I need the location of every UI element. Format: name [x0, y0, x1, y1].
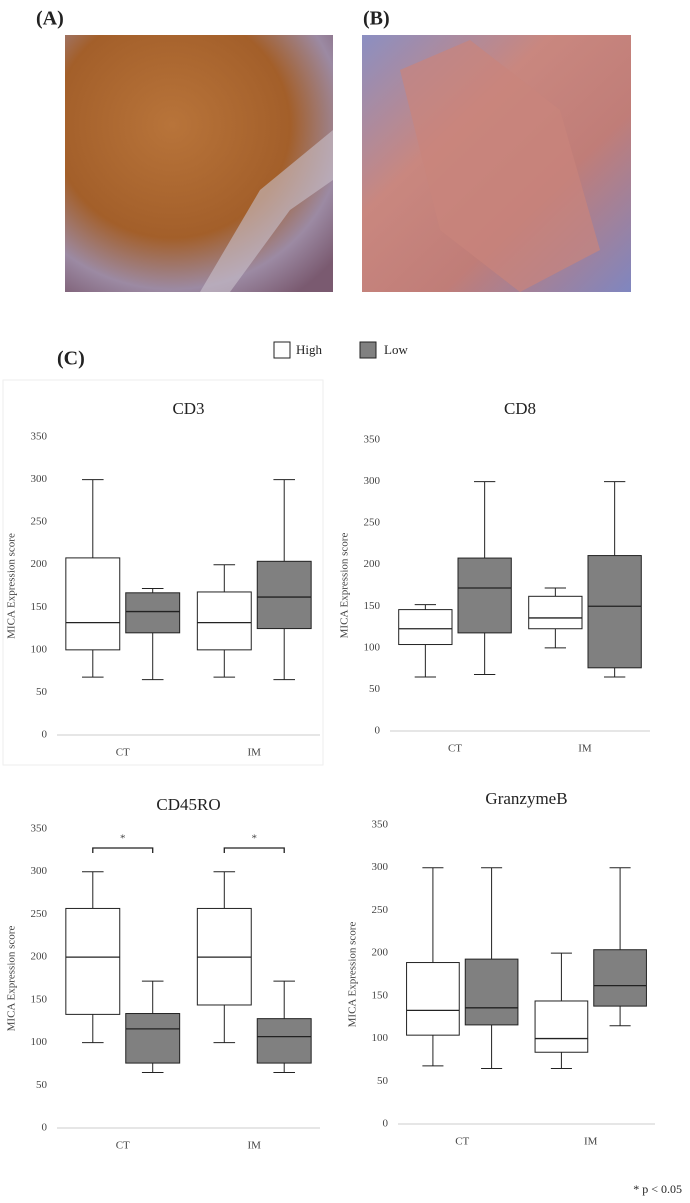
x-tick-label: CT [116, 747, 130, 759]
x-tick-label: CT [116, 1140, 130, 1152]
y-tick-label: 200 [31, 558, 48, 570]
y-axis-label: MICA Expression score [6, 926, 18, 1032]
y-tick-label: 350 [31, 431, 48, 443]
y-tick-label: 300 [364, 475, 381, 487]
y-tick-label: 50 [377, 1075, 389, 1087]
y-tick-label: 150 [31, 601, 48, 613]
y-tick-label: 100 [31, 1036, 48, 1048]
x-tick-label: IM [578, 743, 592, 755]
y-tick-label: 50 [36, 686, 48, 698]
box [398, 609, 453, 646]
y-tick-label: 0 [42, 1122, 48, 1134]
y-tick-label: 0 [42, 729, 48, 741]
y-tick-label: 200 [364, 558, 381, 570]
y-tick-label: 150 [364, 600, 381, 612]
legend-label: High [296, 342, 323, 357]
y-tick-label: 250 [372, 904, 389, 916]
chart-title: CD45RO [156, 795, 220, 814]
y-tick-label: 350 [31, 823, 48, 835]
x-tick-label: CT [455, 1136, 469, 1148]
x-tick-label: CT [448, 743, 462, 755]
box [65, 557, 121, 651]
chart-title: GranzymeB [485, 789, 567, 808]
significance-label: * [252, 833, 258, 845]
significance-bracket [223, 847, 285, 853]
footnote: * p < 0.05 [633, 1182, 682, 1196]
y-tick-label: 300 [31, 865, 48, 877]
box [196, 591, 252, 651]
y-tick-label: 250 [31, 516, 48, 528]
y-tick-label: 100 [364, 641, 381, 653]
y-tick-label: 100 [31, 643, 48, 655]
legend-label: Low [384, 342, 408, 357]
y-tick-label: 300 [31, 473, 48, 485]
legend-swatch [359, 341, 377, 359]
chart-title: CD3 [172, 399, 204, 418]
box [125, 592, 181, 634]
y-tick-label: 150 [372, 989, 389, 1001]
box [534, 1000, 589, 1053]
panel-label: (A) [36, 8, 64, 30]
panel-frame [2, 379, 324, 766]
panel-label: (C) [57, 348, 85, 370]
y-axis-label: MICA Expression score [6, 533, 18, 639]
y-axis-label: MICA Expression score [339, 533, 351, 639]
box [256, 560, 312, 630]
y-tick-label: 100 [372, 1032, 389, 1044]
y-tick-label: 300 [372, 861, 389, 873]
y-tick-label: 50 [369, 683, 381, 695]
y-tick-label: 200 [372, 947, 389, 959]
panel-label: (B) [363, 8, 390, 30]
chart-title: CD8 [504, 399, 536, 418]
photo-b-tissue [400, 40, 600, 292]
y-tick-label: 250 [31, 908, 48, 920]
y-tick-label: 150 [31, 993, 48, 1005]
box [65, 907, 121, 1015]
box [593, 949, 647, 1007]
y-tick-label: 350 [364, 434, 381, 446]
box [256, 1018, 312, 1064]
box [457, 557, 512, 634]
y-tick-label: 0 [383, 1118, 389, 1130]
legend-swatch [273, 341, 291, 359]
box [464, 958, 519, 1026]
y-axis-label: MICA Expression score [347, 922, 359, 1028]
significance-bracket [92, 847, 154, 853]
significance-label: * [120, 833, 126, 845]
x-tick-label: IM [584, 1136, 598, 1148]
y-tick-label: 50 [36, 1079, 48, 1091]
y-tick-label: 250 [364, 517, 381, 529]
x-tick-label: IM [248, 1140, 262, 1152]
y-tick-label: 350 [372, 819, 389, 831]
box [406, 962, 460, 1036]
photo-a-stroma [200, 130, 333, 292]
x-tick-label: IM [248, 747, 262, 759]
y-tick-label: 0 [375, 725, 381, 737]
box [125, 1013, 181, 1064]
photo-a [65, 35, 333, 292]
y-tick-label: 200 [31, 951, 48, 963]
box [587, 555, 642, 669]
box [528, 595, 583, 630]
